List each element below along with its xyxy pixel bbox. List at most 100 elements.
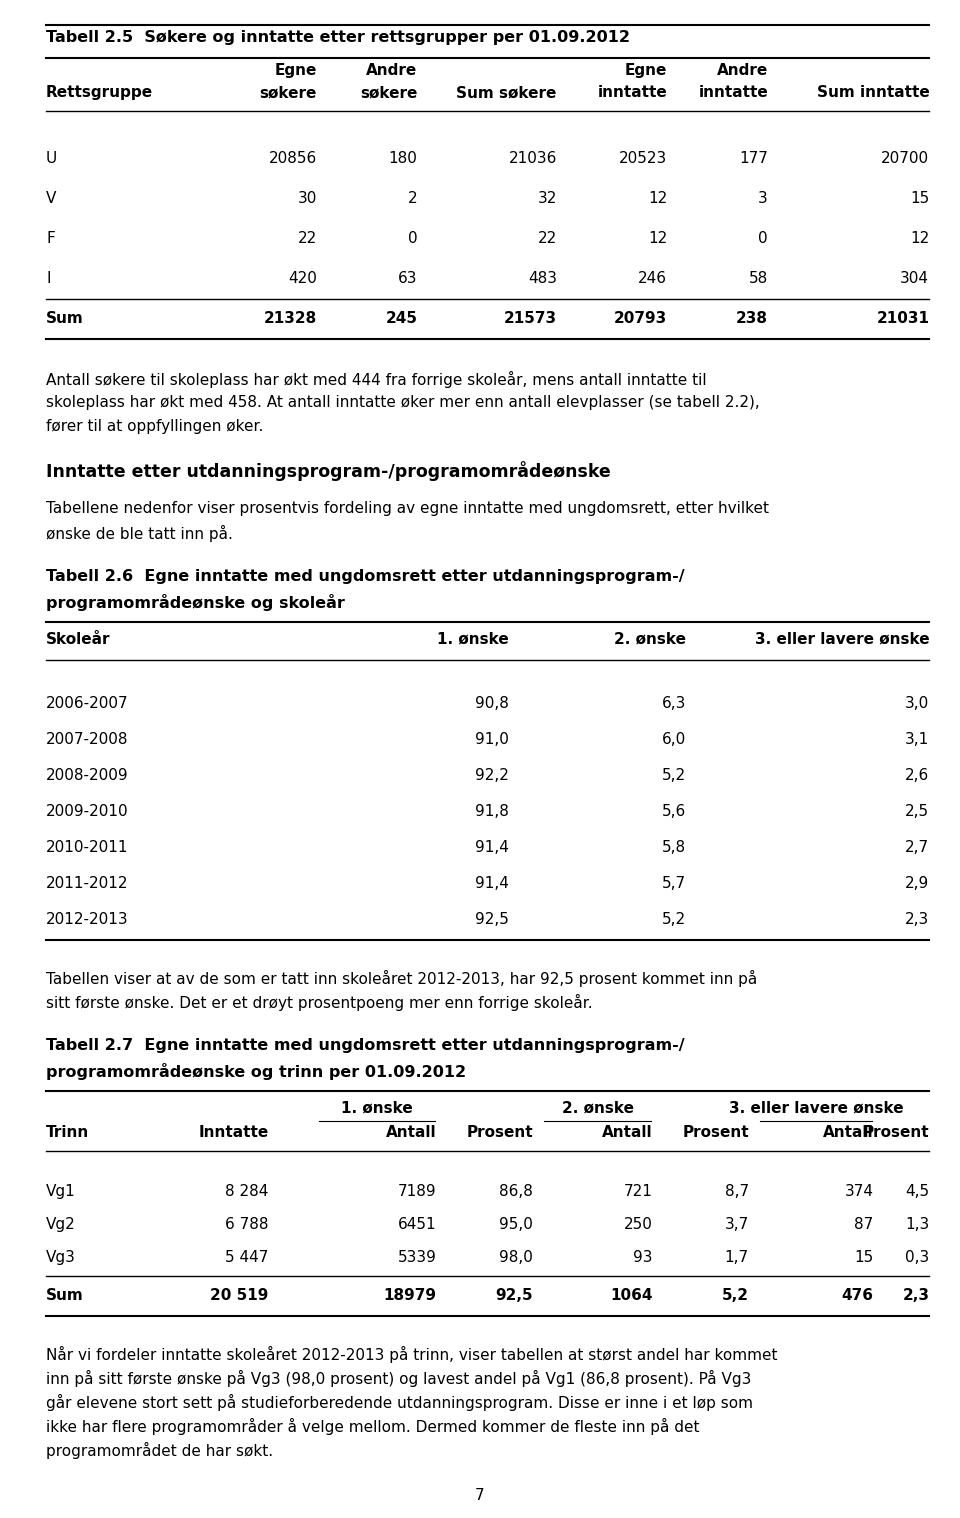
Text: 15: 15 <box>854 1249 874 1264</box>
Text: V: V <box>46 191 57 206</box>
Text: 7: 7 <box>475 1488 485 1503</box>
Text: 4,5: 4,5 <box>905 1184 929 1199</box>
Text: Prosent: Prosent <box>683 1125 749 1140</box>
Text: 3. eller lavere ønske: 3. eller lavere ønske <box>755 631 929 647</box>
Text: 2,6: 2,6 <box>905 768 929 783</box>
Text: 6,0: 6,0 <box>662 732 686 747</box>
Text: 3,1: 3,1 <box>905 732 929 747</box>
Text: 0,3: 0,3 <box>905 1249 929 1264</box>
Text: 90,8: 90,8 <box>475 695 509 710</box>
Text: inntatte: inntatte <box>698 85 768 100</box>
Text: skoleplass har økt med 458. At antall inntatte øker mer enn antall elevplasser (: skoleplass har økt med 458. At antall in… <box>46 395 759 410</box>
Text: 12: 12 <box>648 231 667 246</box>
Text: 21328: 21328 <box>264 311 317 326</box>
Text: 2,3: 2,3 <box>905 912 929 927</box>
Text: 180: 180 <box>389 150 418 165</box>
Text: 6 788: 6 788 <box>226 1217 269 1233</box>
Text: Prosent: Prosent <box>467 1125 533 1140</box>
Text: 5,2: 5,2 <box>662 768 686 783</box>
Text: 5339: 5339 <box>398 1249 437 1264</box>
Text: 483: 483 <box>528 272 557 285</box>
Text: Egne: Egne <box>275 64 317 77</box>
Text: 5,8: 5,8 <box>662 839 686 855</box>
Text: 2,9: 2,9 <box>905 876 929 891</box>
Text: 2012-2013: 2012-2013 <box>46 912 129 927</box>
Text: inntatte: inntatte <box>597 85 667 100</box>
Text: 20523: 20523 <box>619 150 667 165</box>
Text: 2,7: 2,7 <box>905 839 929 855</box>
Text: går elevene stort sett på studieforberedende utdanningsprogram. Disse er inne i : går elevene stort sett på studieforbered… <box>46 1394 753 1412</box>
Text: Sum søkere: Sum søkere <box>456 85 557 100</box>
Text: Sum: Sum <box>46 311 84 326</box>
Text: 0: 0 <box>408 231 418 246</box>
Text: Antall søkere til skoleplass har økt med 444 fra forrige skoleår, mens antall in: Antall søkere til skoleplass har økt med… <box>46 370 707 389</box>
Text: 92,5: 92,5 <box>495 1287 533 1302</box>
Text: 20700: 20700 <box>881 150 929 165</box>
Text: 5 447: 5 447 <box>226 1249 269 1264</box>
Text: 92,2: 92,2 <box>475 768 509 783</box>
Text: 177: 177 <box>739 150 768 165</box>
Text: 32: 32 <box>538 191 557 206</box>
Text: 91,4: 91,4 <box>475 876 509 891</box>
Text: 420: 420 <box>288 272 317 285</box>
Text: 721: 721 <box>624 1184 653 1199</box>
Text: fører til at oppfyllingen øker.: fører til at oppfyllingen øker. <box>46 419 263 434</box>
Text: 3. eller lavere ønske: 3. eller lavere ønske <box>729 1101 903 1116</box>
Text: 95,0: 95,0 <box>499 1217 533 1233</box>
Text: 21573: 21573 <box>504 311 557 326</box>
Text: programområdeønske og trinn per 01.09.2012: programområdeønske og trinn per 01.09.20… <box>46 1063 467 1079</box>
Text: Tabell 2.6  Egne inntatte med ungdomsrett etter utdanningsprogram-/: Tabell 2.6 Egne inntatte med ungdomsrett… <box>46 569 684 584</box>
Text: programområdeønske og skoleår: programområdeønske og skoleår <box>46 594 345 612</box>
Text: 58: 58 <box>749 272 768 285</box>
Text: 2008-2009: 2008-2009 <box>46 768 129 783</box>
Text: 63: 63 <box>398 272 418 285</box>
Text: 374: 374 <box>845 1184 874 1199</box>
Text: ønske de ble tatt inn på.: ønske de ble tatt inn på. <box>46 525 233 542</box>
Text: 91,4: 91,4 <box>475 839 509 855</box>
Text: Vg1: Vg1 <box>46 1184 76 1199</box>
Text: Antall: Antall <box>823 1125 874 1140</box>
Text: sitt første ønske. Det er et drøyt prosentpoeng mer enn forrige skoleår.: sitt første ønske. Det er et drøyt prose… <box>46 994 592 1011</box>
Text: Antall: Antall <box>386 1125 437 1140</box>
Text: 238: 238 <box>736 311 768 326</box>
Text: søkere: søkere <box>360 85 418 100</box>
Text: F: F <box>46 231 55 246</box>
Text: 3: 3 <box>758 191 768 206</box>
Text: Inntatte etter utdanningsprogram-/programområdeønske: Inntatte etter utdanningsprogram-/progra… <box>46 461 611 481</box>
Text: 1064: 1064 <box>611 1287 653 1302</box>
Text: Tabellen viser at av de som er tatt inn skoleåret 2012-2013, har 92,5 prosent ko: Tabellen viser at av de som er tatt inn … <box>46 970 757 987</box>
Text: 22: 22 <box>298 231 317 246</box>
Text: 5,7: 5,7 <box>662 876 686 891</box>
Text: 8 284: 8 284 <box>226 1184 269 1199</box>
Text: 15: 15 <box>910 191 929 206</box>
Text: 7189: 7189 <box>398 1184 437 1199</box>
Text: 98,0: 98,0 <box>499 1249 533 1264</box>
Text: 1,7: 1,7 <box>725 1249 749 1264</box>
Text: Antall: Antall <box>602 1125 653 1140</box>
Text: 250: 250 <box>624 1217 653 1233</box>
Text: 1,3: 1,3 <box>905 1217 929 1233</box>
Text: 18979: 18979 <box>384 1287 437 1302</box>
Text: Andre: Andre <box>367 64 418 77</box>
Text: 2. ønske: 2. ønske <box>562 1101 634 1116</box>
Text: 22: 22 <box>538 231 557 246</box>
Text: Andre: Andre <box>717 64 768 77</box>
Text: ikke har flere programområder å velge mellom. Dermed kommer de fleste inn på det: ikke har flere programområder å velge me… <box>46 1418 700 1435</box>
Text: 6,3: 6,3 <box>662 695 686 710</box>
Text: 92,5: 92,5 <box>475 912 509 927</box>
Text: 12: 12 <box>910 231 929 246</box>
Text: 3,7: 3,7 <box>725 1217 749 1233</box>
Text: 21031: 21031 <box>876 311 929 326</box>
Text: 1. ønske: 1. ønske <box>437 631 509 647</box>
Text: 20 519: 20 519 <box>210 1287 269 1302</box>
Text: 476: 476 <box>842 1287 874 1302</box>
Text: Tabell 2.7  Egne inntatte med ungdomsrett etter utdanningsprogram-/: Tabell 2.7 Egne inntatte med ungdomsrett… <box>46 1038 684 1053</box>
Text: Tabell 2.5  Søkere og inntatte etter rettsgrupper per 01.09.2012: Tabell 2.5 Søkere og inntatte etter rett… <box>46 30 630 46</box>
Text: Rettsgruppe: Rettsgruppe <box>46 85 154 100</box>
Text: 2,5: 2,5 <box>905 805 929 820</box>
Text: 1. ønske: 1. ønske <box>341 1101 413 1116</box>
Text: Når vi fordeler inntatte skoleåret 2012-2013 på trinn, viser tabellen at størst : Når vi fordeler inntatte skoleåret 2012-… <box>46 1346 778 1363</box>
Text: 2006-2007: 2006-2007 <box>46 695 129 710</box>
Text: 5,2: 5,2 <box>662 912 686 927</box>
Text: 8,7: 8,7 <box>725 1184 749 1199</box>
